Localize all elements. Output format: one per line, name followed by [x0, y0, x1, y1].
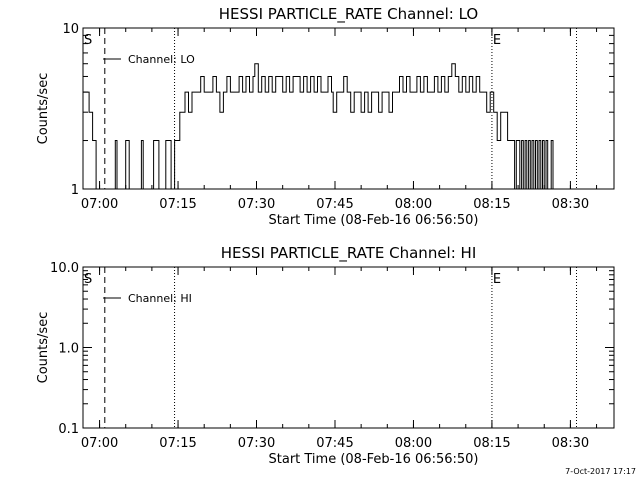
x-tick-label: 07:30	[238, 436, 275, 451]
legend-label: Channel: HI	[128, 292, 192, 305]
legend-label: Channel: LO	[128, 53, 195, 66]
x-tick-label: 07:30	[238, 197, 275, 212]
x-tick-label: 08:00	[395, 436, 432, 451]
y-axis-label: Counts/sec	[36, 73, 51, 145]
chart-title: HESSI PARTICLE_RATE Channel: HI	[221, 244, 477, 263]
x-tick-label: 07:00	[81, 197, 118, 212]
y-tick-label: 1	[71, 183, 79, 198]
y-tick-label: 0.1	[58, 422, 79, 437]
x-axis-label: Start Time (08-Feb-16 06:56:50)	[269, 452, 479, 467]
hi-channel-panel: HESSI PARTICLE_RATE Channel: HI 07:00 07:1…	[36, 244, 615, 467]
start-marker: S	[84, 33, 92, 48]
x-tick-label: 07:00	[81, 436, 118, 451]
end-marker: E	[493, 33, 501, 48]
lo-channel-panel: HESSI PARTICLE_RATE Channel: LO 07:00 07:1…	[36, 5, 615, 228]
y-tick-label: 1.0	[58, 342, 79, 357]
end-marker: E	[493, 272, 501, 287]
y-tick-label: 10	[62, 22, 79, 37]
x-tick-label: 08:15	[473, 436, 510, 451]
y-axis-label: Counts/sec	[36, 312, 51, 384]
series-line	[83, 63, 554, 190]
x-tick-label: 08:15	[473, 197, 510, 212]
x-tick-label: 07:15	[159, 197, 196, 212]
x-tick-label: 08:00	[395, 197, 432, 212]
x-tick-label: 08:30	[552, 197, 589, 212]
y-tick-label: 10.0	[50, 261, 79, 276]
x-tick-label: 07:15	[159, 436, 196, 451]
x-tick-label: 07:45	[316, 436, 353, 451]
x-axis-label: Start Time (08-Feb-16 06:56:50)	[269, 213, 479, 228]
plot-frame	[82, 27, 615, 190]
chart-title: HESSI PARTICLE_RATE Channel: LO	[219, 5, 478, 24]
x-tick-label: 08:30	[552, 436, 589, 451]
timestamp-stamp: 7-Oct-2017 17:17	[565, 467, 636, 476]
start-marker: S	[84, 272, 92, 287]
x-tick-label: 07:45	[316, 197, 353, 212]
